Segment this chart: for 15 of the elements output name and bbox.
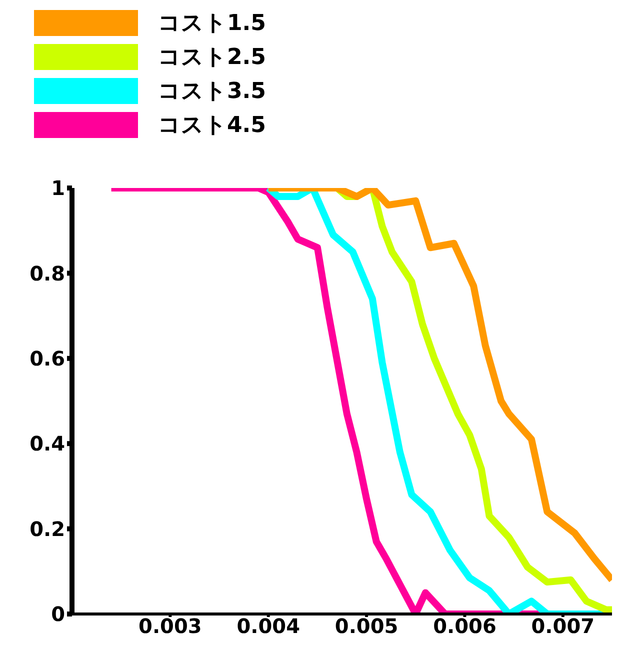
legend-label: コスト4.5: [158, 112, 266, 140]
y-tick-label: 0.6: [30, 346, 65, 370]
legend-label: コスト2.5: [158, 44, 266, 72]
x-tick-label: 0.006: [433, 614, 496, 638]
legend-label: コスト1.5: [158, 10, 266, 38]
legend-label: コスト3.5: [158, 78, 266, 106]
x-tick-label: 0.004: [236, 614, 300, 638]
x-tick-label: 0.003: [138, 614, 202, 638]
y-tick-label: 0.8: [30, 261, 65, 286]
y-tick-label: 0: [51, 602, 65, 626]
y-tick-label: 1: [51, 176, 65, 200]
x-tick-label: 0.007: [531, 614, 595, 638]
y-tick-label: 0.4: [30, 432, 65, 456]
x-tick-label: 0.005: [334, 614, 398, 638]
y-tick-label: 0.2: [30, 516, 65, 541]
